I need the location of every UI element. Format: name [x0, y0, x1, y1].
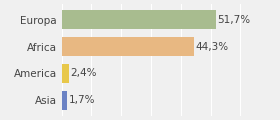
Bar — [62, 91, 67, 110]
Text: 1,7%: 1,7% — [68, 95, 95, 105]
Bar — [62, 64, 69, 83]
Bar — [62, 10, 216, 29]
Bar — [62, 37, 194, 56]
Text: 51,7%: 51,7% — [218, 15, 251, 25]
Text: 44,3%: 44,3% — [195, 42, 228, 52]
Text: 2,4%: 2,4% — [71, 68, 97, 78]
